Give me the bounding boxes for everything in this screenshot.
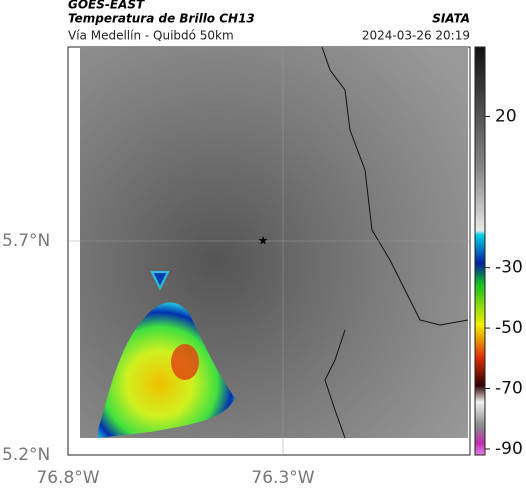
- location: Vía Medellín - Quibdó 50km: [68, 29, 234, 43]
- colorbar: [474, 46, 486, 456]
- source: SIATA: [432, 12, 470, 26]
- lat-label: 5.2°N: [2, 445, 50, 465]
- lon-label: 76.8°W: [36, 468, 99, 488]
- hot-spot: [171, 344, 199, 380]
- colorbar-tick-label: 20: [495, 107, 517, 127]
- border: [321, 46, 469, 326]
- product: Temperatura de Brillo CH13: [68, 12, 255, 26]
- colorbar-tick-label: -50: [495, 318, 523, 338]
- colorbar-tick-label: -30: [495, 258, 523, 278]
- location-marker: ★: [258, 234, 269, 248]
- cold-cloud: [98, 302, 235, 438]
- cold-cloud: [150, 271, 170, 291]
- colorbar-tick-label: -90: [495, 439, 523, 459]
- lon-label: 76.3°W: [251, 468, 314, 488]
- lat-label: 5.7°N: [2, 231, 50, 251]
- satellite: GOES-EAST: [68, 0, 145, 12]
- border: [324, 329, 346, 439]
- colorbar-tick-label: -70: [495, 379, 523, 399]
- datetime: 2024-03-26 20:19: [362, 29, 470, 43]
